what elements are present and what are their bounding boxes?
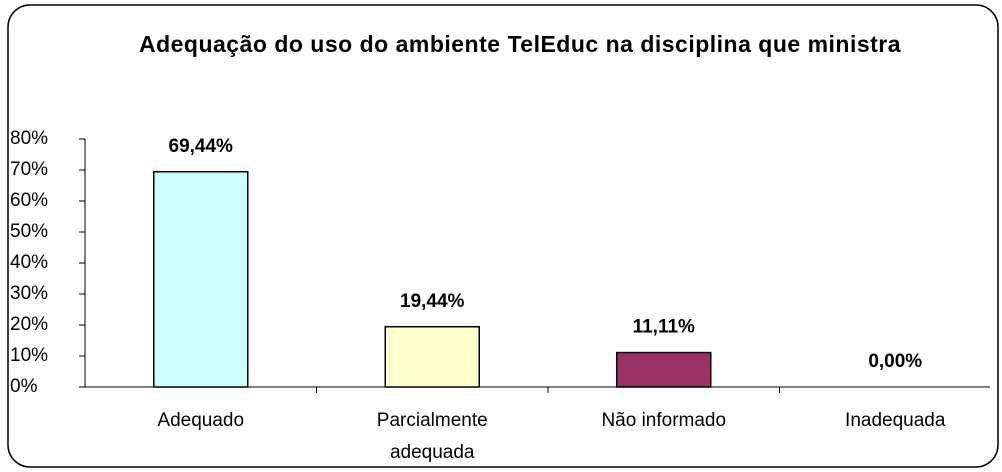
- y-tick-label: 10%: [10, 345, 48, 366]
- x-tick-label: Parcialmente adequada: [376, 410, 488, 463]
- x-tick-label: Inadequada: [845, 410, 946, 431]
- chart-frame: [7, 4, 999, 468]
- y-tick-label: 50%: [10, 221, 48, 242]
- x-tick-label: Adequado: [157, 410, 245, 431]
- y-tick-label: 0%: [10, 376, 38, 397]
- bar: [616, 351, 712, 388]
- x-tick-label: Não informado: [601, 410, 727, 431]
- y-tick-label: 30%: [10, 283, 48, 304]
- value-label: 19,44%: [400, 291, 465, 312]
- value-label: 0,00%: [868, 351, 922, 372]
- y-tick-label: 70%: [10, 159, 48, 180]
- bar: [384, 325, 480, 388]
- bar: [153, 170, 249, 388]
- value-label: 11,11%: [633, 317, 695, 338]
- y-tick-label: 60%: [10, 190, 48, 211]
- value-label: 69,44%: [169, 136, 234, 157]
- y-tick-label: 40%: [10, 252, 48, 273]
- y-tick-label: 80%: [10, 128, 48, 149]
- y-tick-label: 20%: [10, 314, 48, 335]
- chart-title: Adequação do uso do ambiente TelEduc na …: [138, 31, 902, 57]
